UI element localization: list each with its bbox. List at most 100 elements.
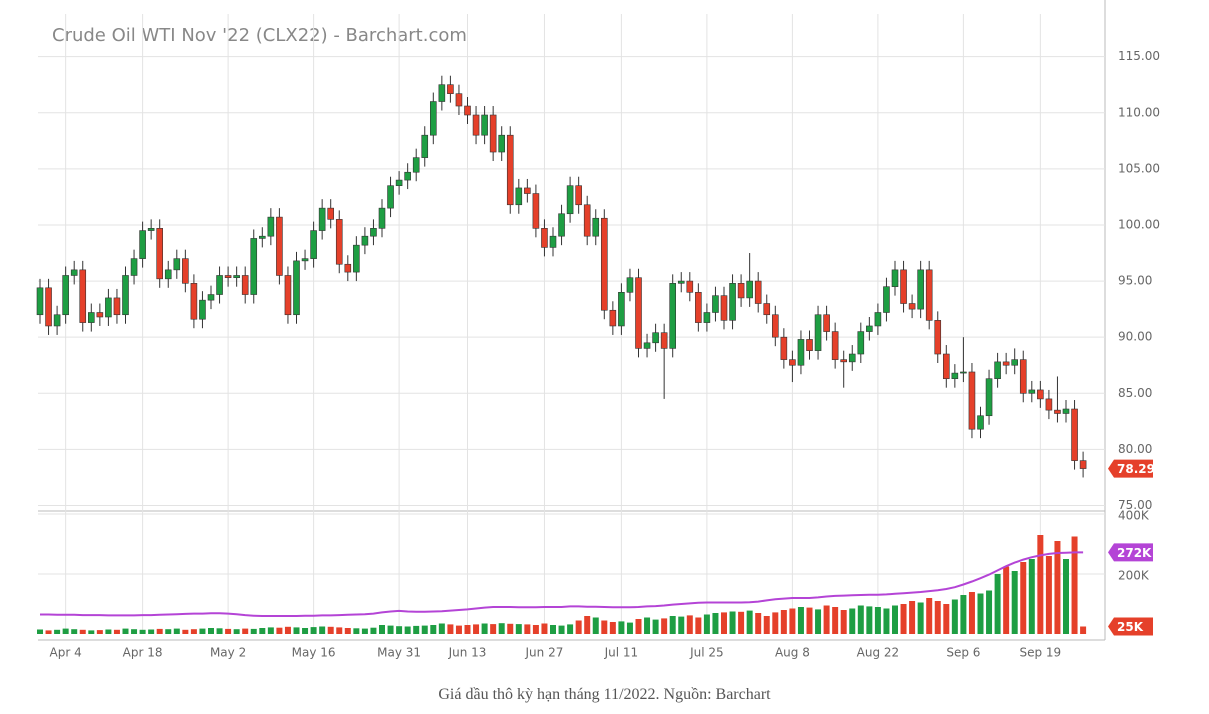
candle-body xyxy=(977,415,984,430)
candle-body xyxy=(250,238,258,295)
last-volume-label: 25K xyxy=(1117,620,1144,634)
volume-bar xyxy=(703,614,710,634)
candle-body xyxy=(182,258,189,284)
candle-body xyxy=(934,320,942,355)
candle-body xyxy=(900,269,907,304)
volume-bar xyxy=(960,595,967,634)
y-tick-label: 95.00 xyxy=(1118,274,1152,288)
volume-bar xyxy=(361,628,368,634)
candle-body xyxy=(789,359,796,366)
volume-bar xyxy=(165,629,172,634)
candle-body xyxy=(566,185,574,215)
candle-body xyxy=(455,93,463,107)
average-label: 272K xyxy=(1117,546,1152,560)
candle-body xyxy=(395,179,403,186)
candle-body xyxy=(1028,389,1036,394)
volume-bar xyxy=(421,625,428,634)
candle-body xyxy=(643,342,651,349)
last-volume-label-bg xyxy=(1108,617,1153,636)
volume-bar xyxy=(943,604,950,634)
y-tick-label: 80.00 xyxy=(1118,442,1152,456)
volume-bar xyxy=(755,613,762,634)
volume-bar xyxy=(490,624,497,634)
y-tick-label: 105.00 xyxy=(1118,161,1160,175)
volume-bar xyxy=(866,606,873,634)
volume-bar xyxy=(567,624,574,634)
volume-bar xyxy=(541,623,548,634)
x-tick-label: Apr 18 xyxy=(123,646,163,660)
candle-body xyxy=(404,171,411,181)
candle-body xyxy=(224,275,232,279)
candle-body xyxy=(1071,408,1078,461)
candle-body xyxy=(823,314,830,332)
volume-average xyxy=(40,551,1084,617)
candle-body xyxy=(284,275,292,316)
y-tick-label: 100.00 xyxy=(1118,217,1160,231)
candle-body xyxy=(626,277,634,293)
volume-bar xyxy=(772,612,779,634)
volume-bar xyxy=(746,610,753,634)
volume-bar xyxy=(644,617,651,634)
volume-bar xyxy=(789,608,796,634)
candle-body xyxy=(45,287,52,327)
candle-body xyxy=(951,372,959,380)
volume-bar xyxy=(447,624,454,634)
volume-bar xyxy=(430,625,437,634)
y-tick-label: 115.00 xyxy=(1118,49,1160,63)
candle-body xyxy=(746,280,753,299)
candle-body xyxy=(447,84,454,94)
x-tick-label: Jun 27 xyxy=(525,646,564,660)
candle-body xyxy=(353,244,360,273)
volume-bar xyxy=(994,574,1001,634)
volume-bar xyxy=(917,602,924,634)
candle-body xyxy=(558,213,565,237)
candle-body xyxy=(1037,389,1044,400)
candle-body xyxy=(387,185,394,209)
volume-bar xyxy=(550,625,556,634)
volume-bar xyxy=(780,610,787,634)
candle-body xyxy=(669,283,677,349)
candle-body xyxy=(139,230,146,259)
candle-body xyxy=(489,114,497,153)
candle-body xyxy=(156,228,163,280)
volume-bar xyxy=(584,616,591,634)
x-tick-label: Jul 11 xyxy=(604,646,639,660)
candle-body xyxy=(147,228,155,231)
candle-body xyxy=(592,217,600,237)
volume-bar xyxy=(464,625,471,634)
volume-bar xyxy=(738,611,745,634)
candle-body xyxy=(609,309,617,327)
volume-bar xyxy=(173,628,180,634)
y-tick-label: 110.00 xyxy=(1118,105,1160,119)
volume-bar xyxy=(900,604,907,634)
candle-body xyxy=(310,230,317,259)
volume-bar xyxy=(259,628,266,634)
candle-body xyxy=(207,294,215,301)
volume-bar xyxy=(45,630,52,634)
volume-bar xyxy=(669,616,676,634)
candle-body xyxy=(942,353,950,380)
volume-bar xyxy=(840,610,847,634)
candle-body xyxy=(164,269,172,280)
candle-body xyxy=(635,277,642,349)
volume-bar xyxy=(396,626,403,634)
volume-bar xyxy=(1020,562,1027,634)
candle-body xyxy=(848,353,856,363)
candle-body xyxy=(173,258,181,271)
candle-body xyxy=(857,331,865,355)
candle-body xyxy=(88,312,95,323)
volume-bar xyxy=(857,605,864,634)
volume-bar xyxy=(832,607,839,634)
volume-bar xyxy=(507,623,514,634)
x-tick-label: Aug 8 xyxy=(775,646,810,660)
volume-bar xyxy=(1037,535,1044,634)
volume-bar xyxy=(926,598,933,634)
candle-body xyxy=(1054,409,1061,414)
x-tick-label: Apr 4 xyxy=(50,646,82,660)
candle-body xyxy=(378,207,386,229)
candle-body xyxy=(686,280,694,293)
volume-bar xyxy=(892,605,898,634)
volume-bar xyxy=(883,608,890,634)
volume-bar xyxy=(293,627,300,634)
volume-bar xyxy=(208,628,214,634)
